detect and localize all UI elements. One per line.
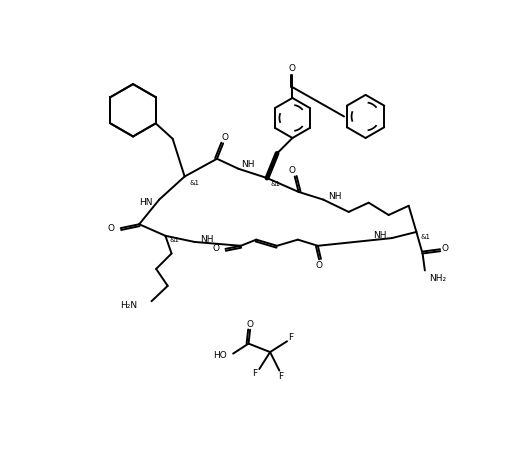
- Text: F: F: [279, 372, 284, 381]
- Text: NH: NH: [329, 192, 342, 201]
- Text: O: O: [289, 166, 296, 175]
- Text: O: O: [247, 320, 253, 329]
- Text: O: O: [316, 260, 323, 270]
- Text: HO: HO: [213, 351, 227, 360]
- Text: O: O: [222, 133, 229, 142]
- Text: O: O: [108, 223, 115, 233]
- Text: &1: &1: [420, 234, 430, 239]
- Text: O: O: [212, 244, 219, 253]
- Text: &1: &1: [270, 181, 280, 187]
- Text: NH: NH: [373, 230, 387, 239]
- Text: &1: &1: [170, 237, 180, 243]
- Text: O: O: [289, 64, 296, 73]
- Text: F: F: [252, 369, 257, 378]
- Text: NH: NH: [200, 235, 214, 244]
- Text: NH: NH: [241, 160, 254, 170]
- Text: H₂N: H₂N: [120, 301, 138, 309]
- Text: O: O: [441, 244, 449, 253]
- Text: NH₂: NH₂: [430, 274, 446, 282]
- Text: HN: HN: [139, 198, 152, 207]
- Text: F: F: [288, 333, 293, 342]
- Text: &1: &1: [189, 180, 199, 186]
